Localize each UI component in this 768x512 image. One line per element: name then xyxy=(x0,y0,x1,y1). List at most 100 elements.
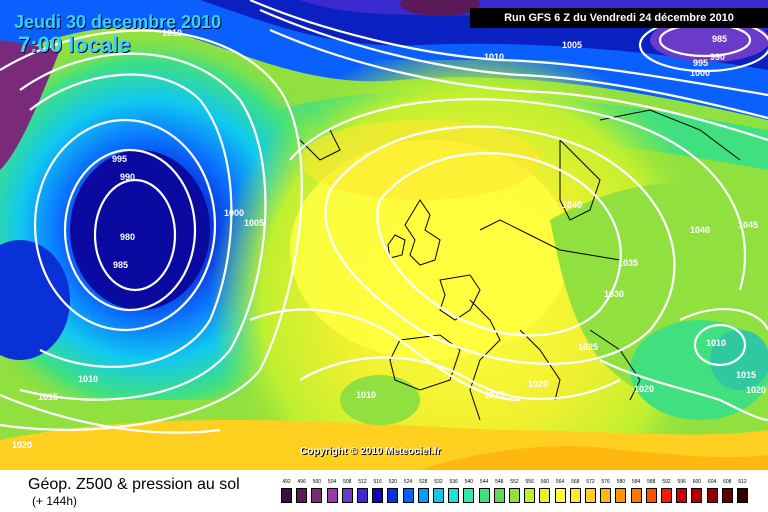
legend-swatch xyxy=(585,488,596,503)
legend-label: 552 xyxy=(510,479,519,485)
isobar-label: 1045 xyxy=(738,220,758,230)
isobar-label: 1025 xyxy=(578,342,598,352)
legend-swatch xyxy=(676,488,688,503)
isobar-lines xyxy=(0,0,768,434)
legend-label: 548 xyxy=(495,479,504,485)
coastlines xyxy=(299,109,741,421)
legend-label: 544 xyxy=(479,479,489,485)
legend-label: 592 xyxy=(662,479,671,485)
legend-label: 520 xyxy=(388,479,398,485)
legend-label: 532 xyxy=(434,479,443,485)
ridge-core xyxy=(290,140,570,360)
legend-label: 608 xyxy=(723,479,732,485)
legend-swatch xyxy=(372,488,384,503)
legend-swatch xyxy=(615,488,627,503)
legend-swatch xyxy=(630,488,642,503)
legend-swatch xyxy=(326,488,338,503)
legend-label: 540 xyxy=(464,479,474,485)
isobar-label: 1010 xyxy=(706,338,726,348)
isobar-label: 995 xyxy=(693,58,708,68)
isobar-label: 1035 xyxy=(618,258,638,268)
legend-label: 496 xyxy=(297,479,306,485)
legend-swatch xyxy=(645,488,657,503)
legend-swatch xyxy=(600,488,612,503)
legend-swatch xyxy=(706,488,718,503)
isobar-label: 1015 xyxy=(484,390,504,400)
legend-label: 492 xyxy=(282,479,291,485)
legend-label: 504 xyxy=(327,479,337,485)
legend-label: 604 xyxy=(707,479,717,485)
legend-label: 588 xyxy=(647,479,656,485)
legend-swatch xyxy=(311,488,323,503)
weather-map: 1010995990980985100010051010100598599099… xyxy=(0,0,768,470)
legend-swatch xyxy=(448,488,460,503)
legend-label: 516 xyxy=(373,479,382,485)
legend-swatch xyxy=(721,488,733,503)
isobar-labels: 1010995990980985100010051010100598599099… xyxy=(12,28,766,450)
isobar-label: 985 xyxy=(113,260,128,270)
map-title: Géop. Z500 & pression au sol xyxy=(28,476,240,493)
isobar-label: 1005 xyxy=(562,40,582,50)
legend-swatch xyxy=(281,488,292,503)
isobar-label: 1005 xyxy=(244,218,264,228)
isobar-label: 1030 xyxy=(604,289,624,299)
isobar-label: 1015 xyxy=(736,370,756,380)
legend-swatch xyxy=(341,488,353,503)
east-low xyxy=(710,330,768,390)
legend-label: 568 xyxy=(571,479,580,485)
legend-swatch xyxy=(463,488,475,503)
legend-label: 560 xyxy=(540,479,550,485)
legend-swatch xyxy=(569,488,581,503)
forecast-time: 7:00 locale xyxy=(18,32,131,57)
isobar-label: 980 xyxy=(120,232,135,242)
legend-label: 580 xyxy=(616,479,626,485)
isobar-label: 1020 xyxy=(12,440,32,450)
isobar-label: 1020 xyxy=(634,384,654,394)
legend-swatch xyxy=(402,488,414,503)
legend-swatch xyxy=(554,488,566,503)
legend-label: 536 xyxy=(449,479,458,485)
isobar-label: 1020 xyxy=(746,385,766,395)
low-core xyxy=(70,150,210,310)
isobar-label: 1015 xyxy=(38,392,58,402)
legend-swatch xyxy=(296,488,308,503)
south-hot xyxy=(420,446,768,470)
isobar-label: 990 xyxy=(120,172,135,182)
legend-swatch xyxy=(387,488,399,503)
copyright: Copyright © 2010 Meteociel.fr xyxy=(300,446,441,457)
isobar-label: 1020 xyxy=(528,379,548,389)
isobar-label: 995 xyxy=(112,154,127,164)
legend-label: 572 xyxy=(586,479,595,485)
legend-label: 508 xyxy=(343,479,352,485)
legend-label: 576 xyxy=(601,479,610,485)
isobar-label: 1010 xyxy=(78,374,98,384)
forecast-date: Jeudi 30 decembre 2010 xyxy=(14,12,222,32)
isobar-label: 1010 xyxy=(162,28,182,38)
legend-label: 512 xyxy=(358,479,367,485)
nw-purple xyxy=(0,40,60,170)
isobar-label: 985 xyxy=(712,34,727,44)
isobar-label: 1010 xyxy=(356,390,376,400)
legend-swatch xyxy=(737,488,748,503)
legend-swatch xyxy=(539,488,551,503)
legend-label: 524 xyxy=(403,479,413,485)
legend-label: 556 xyxy=(525,479,534,485)
legend-label: 500 xyxy=(312,479,322,485)
low-west xyxy=(0,240,70,360)
isobar-label: 1010 xyxy=(484,52,504,62)
isobar-label: 1000 xyxy=(224,208,244,218)
legend-swatch xyxy=(478,488,490,503)
forecast-offset: (+ 144h) xyxy=(32,494,78,508)
ridge-north xyxy=(300,120,540,200)
isobar-label: 1040 xyxy=(562,200,582,210)
legend-label: 600 xyxy=(692,479,702,485)
upper-low-core xyxy=(400,0,480,16)
legend-swatch xyxy=(524,488,536,503)
sw-green xyxy=(340,375,420,425)
isobar-label: 990 xyxy=(710,52,725,62)
legend-swatch xyxy=(509,488,520,503)
legend-label: 612 xyxy=(738,479,747,485)
legend-label: 528 xyxy=(419,479,428,485)
legend-swatch xyxy=(357,488,368,503)
legend-swatch xyxy=(493,488,505,503)
